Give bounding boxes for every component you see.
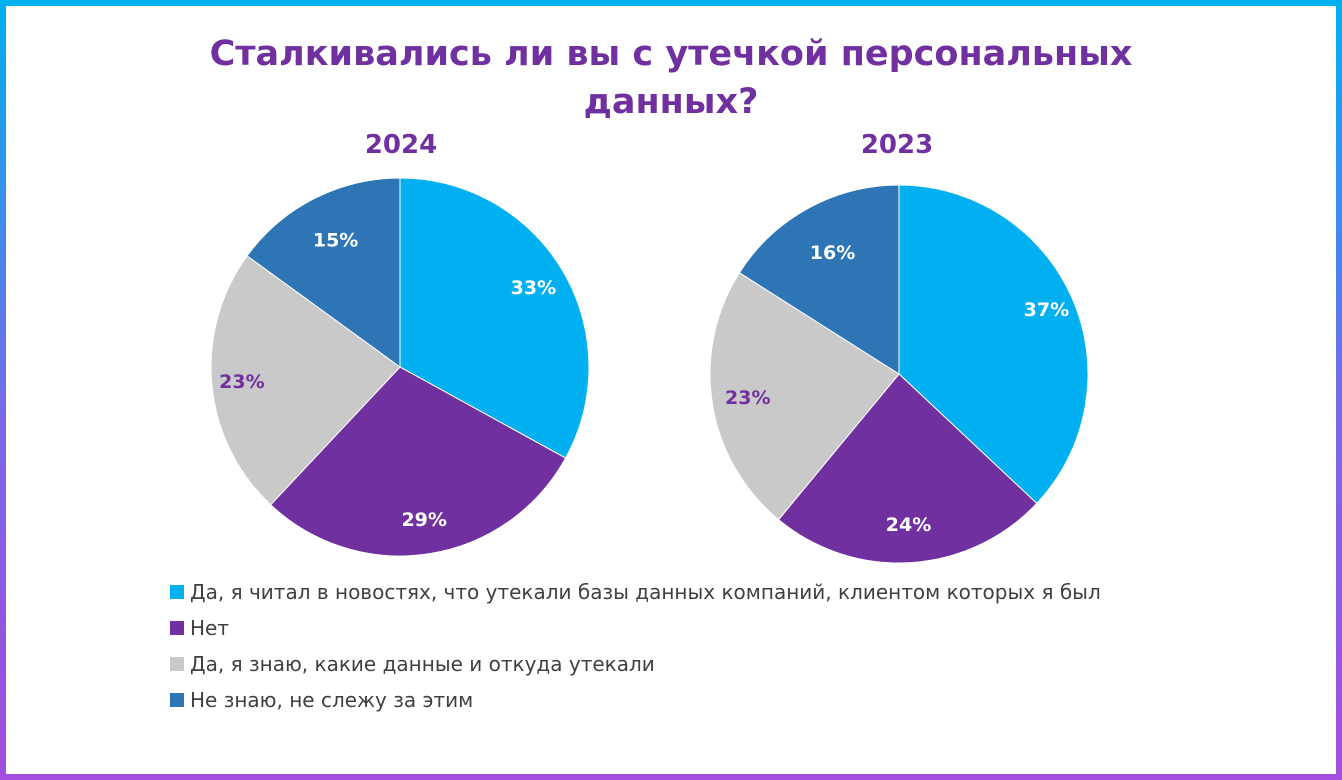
pie-2023-label-2: 24% — [886, 514, 931, 536]
pie-2024-label-1: 33% — [511, 277, 556, 299]
chart-title-line-2: данных? — [583, 82, 759, 122]
legend-item-read-news: Да, я читал в новостях, что утекали базы… — [170, 574, 1101, 610]
pie-2024-label-4: 15% — [313, 230, 358, 252]
legend-item-know-data: Да, я знаю, какие данные и откуда утекал… — [170, 646, 1101, 682]
legend-swatch-blue — [170, 693, 184, 707]
pie-2024-slice-3 — [210, 255, 401, 506]
legend-item-dont-know: Не знаю, не слежу за этим — [170, 682, 1101, 718]
legend-label: Не знаю, не слежу за этим — [190, 688, 474, 712]
chart-title-line-1: Сталкивались ли вы с утечкой персональны… — [209, 34, 1133, 74]
legend-swatch-gray — [170, 657, 184, 671]
legend-label: Да, я читал в новостях, что утекали базы… — [190, 580, 1101, 604]
pie-2024-title: 2024 — [364, 130, 438, 160]
legend-item-no: Нет — [170, 610, 1101, 646]
legend-swatch-cyan — [170, 585, 184, 599]
pie-2024-slice-4 — [246, 177, 401, 368]
pie-2024-label-2: 29% — [401, 509, 446, 531]
pie-2023-slice-4 — [738, 184, 900, 375]
chart-title: Сталкивались ли вы с утечкой персональны… — [0, 30, 1342, 126]
legend-label: Да, я знаю, какие данные и откуда утекал… — [190, 652, 655, 676]
pie-2023-label-4: 16% — [810, 242, 855, 264]
pie-2023-title: 2023 — [860, 130, 934, 160]
pie-2024-slice-2 — [269, 366, 567, 557]
pie-2023-slice-2 — [777, 373, 1038, 564]
pie-2023-slice-3 — [709, 272, 900, 521]
pie-2024-slice-1 — [399, 177, 590, 459]
pie-2023-slice-1 — [898, 184, 1089, 505]
legend: Да, я читал в новостях, что утекали базы… — [170, 574, 1101, 718]
pie-2024-label-3: 23% — [219, 371, 264, 393]
pie-2023-label-3: 23% — [725, 387, 770, 409]
legend-swatch-purple — [170, 621, 184, 635]
legend-label: Нет — [190, 616, 229, 640]
pie-2023-label-1: 37% — [1024, 299, 1069, 321]
